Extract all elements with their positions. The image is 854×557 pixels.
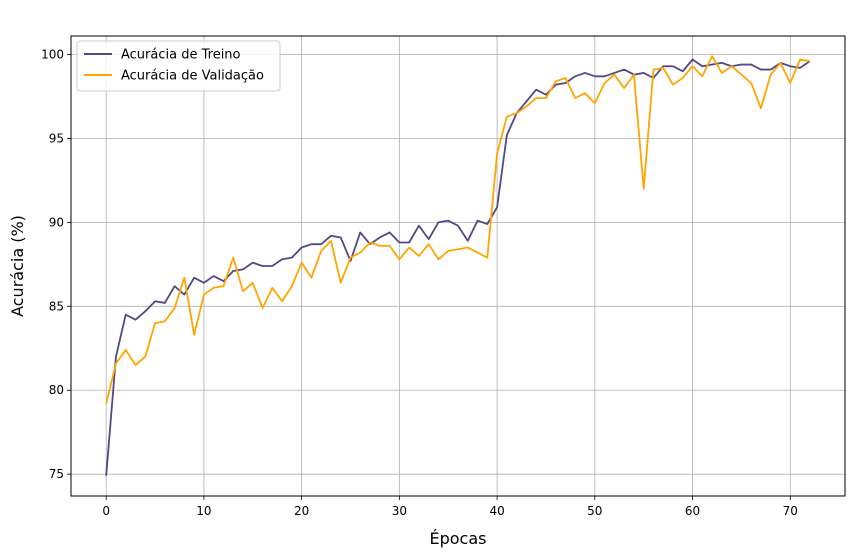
x-tick-label: 20 <box>294 504 309 518</box>
grid <box>71 36 845 496</box>
plot-frame <box>70 35 846 497</box>
y-tick-label: 75 <box>49 467 64 481</box>
legend-label-treino: Acurácia de Treino <box>121 48 241 63</box>
y-tick-label: 100 <box>41 47 64 61</box>
y-tick-label: 80 <box>49 383 64 397</box>
x-tick-label: 30 <box>392 504 407 518</box>
x-tick-label: 0 <box>102 504 110 518</box>
x-axis-label: Épocas <box>430 529 487 548</box>
series-line-treino <box>105 58 811 476</box>
x-axis-ticks: 0 10 20 30 40 50 60 70 <box>102 496 798 518</box>
series-line-validacao <box>105 55 810 404</box>
y-axis-label: Acurácia (%) <box>8 215 27 317</box>
legend-label-validacao: Acurácia de Validação <box>121 69 264 84</box>
x-tick-label: 10 <box>196 504 211 518</box>
y-axis-ticks: 75 80 85 90 95 100 <box>41 47 71 481</box>
series-layer <box>105 55 811 476</box>
y-tick-label: 95 <box>49 131 64 145</box>
y-tick-label: 85 <box>49 299 64 313</box>
y-tick-label: 90 <box>49 215 64 229</box>
x-tick-label: 50 <box>587 504 602 518</box>
x-tick-label: 70 <box>783 504 798 518</box>
legend: Acurácia de Treino Acurácia de Validação <box>76 40 281 92</box>
x-tick-label: 40 <box>489 504 504 518</box>
x-tick-label: 60 <box>685 504 700 518</box>
legend-box <box>76 40 281 92</box>
